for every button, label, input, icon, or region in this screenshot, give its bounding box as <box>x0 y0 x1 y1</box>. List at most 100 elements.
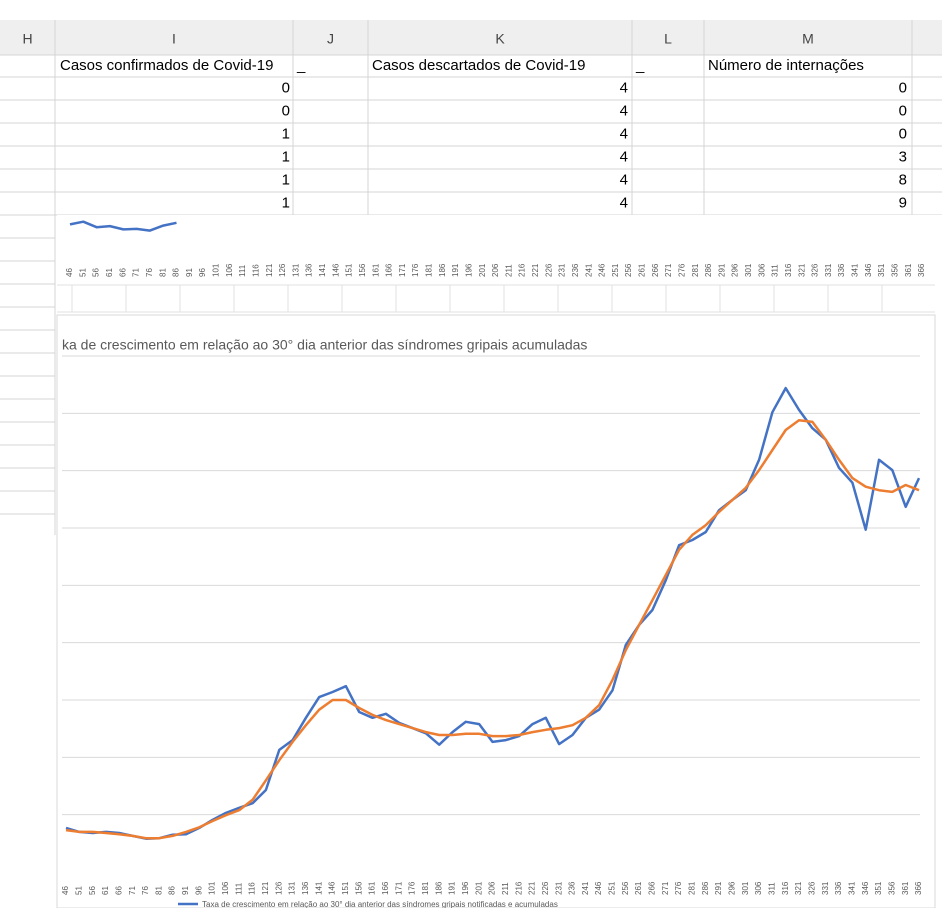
x-tick-label: 266 <box>651 263 660 277</box>
x-tick-label: 326 <box>807 881 816 895</box>
x-tick-label: 101 <box>212 263 221 277</box>
x-tick-label: 246 <box>598 263 607 277</box>
cell-value: 4 <box>620 79 628 96</box>
x-tick-label: 76 <box>141 886 150 895</box>
x-tick-label: 276 <box>674 881 683 895</box>
x-tick-label: 186 <box>438 263 447 277</box>
x-tick-label: 316 <box>781 881 790 895</box>
x-tick-label: 56 <box>92 268 101 277</box>
x-tick-label: 161 <box>371 263 380 277</box>
header-cell: _ <box>635 57 645 74</box>
x-tick-label: 306 <box>757 263 766 277</box>
x-tick-label: 341 <box>847 881 856 895</box>
x-tick-label: 251 <box>611 263 620 277</box>
x-tick-label: 346 <box>861 881 870 895</box>
x-tick-label: 131 <box>288 881 297 895</box>
x-tick-label: 236 <box>571 263 580 277</box>
x-tick-label: 156 <box>354 881 363 895</box>
cell-value: 4 <box>620 148 628 165</box>
x-tick-label: 176 <box>411 263 420 277</box>
x-tick-label: 296 <box>731 263 740 277</box>
x-tick-label: 206 <box>488 881 497 895</box>
x-tick-label: 321 <box>794 881 803 895</box>
x-tick-label: 121 <box>265 263 274 277</box>
x-tick-label: 146 <box>331 263 340 277</box>
x-tick-label: 291 <box>714 881 723 895</box>
column-header: K <box>495 31 505 47</box>
x-tick-label: 321 <box>797 263 806 277</box>
x-tick-label: 61 <box>101 886 110 895</box>
x-tick-label: 351 <box>877 263 886 277</box>
header-cell: Casos descartados de Covid-19 <box>372 57 585 74</box>
x-tick-label: 96 <box>194 886 203 895</box>
x-tick-label: 246 <box>594 881 603 895</box>
x-tick-label: 141 <box>314 881 323 895</box>
x-tick-label: 66 <box>118 268 127 277</box>
x-tick-label: 156 <box>358 263 367 277</box>
x-tick-label: 181 <box>425 263 434 277</box>
cell-value: 1 <box>282 125 290 142</box>
x-tick-label: 326 <box>811 263 820 277</box>
cell-value: 4 <box>620 125 628 142</box>
x-tick-label: 351 <box>874 881 883 895</box>
x-tick-label: 106 <box>221 881 230 895</box>
x-tick-label: 191 <box>448 881 457 895</box>
x-tick-label: 81 <box>154 886 163 895</box>
x-tick-label: 86 <box>172 268 181 277</box>
x-tick-label: 146 <box>328 881 337 895</box>
x-tick-label: 51 <box>74 886 83 895</box>
x-tick-label: 281 <box>688 881 697 895</box>
x-tick-label: 261 <box>634 881 643 895</box>
x-tick-label: 91 <box>185 268 194 277</box>
x-tick-label: 161 <box>368 881 377 895</box>
x-tick-label: 316 <box>784 263 793 277</box>
x-tick-label: 331 <box>824 263 833 277</box>
x-tick-label: 81 <box>158 268 167 277</box>
x-tick-label: 216 <box>518 263 527 277</box>
x-tick-label: 366 <box>914 881 923 895</box>
x-tick-label: 366 <box>917 263 926 277</box>
x-tick-label: 226 <box>541 881 550 895</box>
x-tick-label: 271 <box>664 263 673 277</box>
x-tick-label: 261 <box>638 263 647 277</box>
chart-area <box>56 314 936 908</box>
cell-value: 1 <box>282 148 290 165</box>
x-tick-label: 201 <box>478 263 487 277</box>
x-tick-label: 166 <box>385 263 394 277</box>
x-tick-label: 281 <box>691 263 700 277</box>
header-cell: Número de internações <box>708 57 864 74</box>
x-tick-label: 341 <box>851 263 860 277</box>
x-tick-label: 176 <box>408 881 417 895</box>
legend-label: Taxa de crescimento em relação ao 30° di… <box>202 900 558 908</box>
cell-value: 3 <box>899 148 907 165</box>
x-tick-label: 211 <box>504 264 513 277</box>
x-tick-label: 311 <box>768 882 777 895</box>
cell-value: 0 <box>899 79 907 96</box>
x-tick-label: 221 <box>531 263 540 277</box>
x-tick-label: 231 <box>558 263 567 277</box>
x-tick-label: 106 <box>225 263 234 277</box>
x-tick-label: 206 <box>491 263 500 277</box>
cell-value: 8 <box>899 171 907 188</box>
x-tick-label: 111 <box>238 264 247 277</box>
x-tick-label: 256 <box>621 881 630 895</box>
x-tick-label: 126 <box>278 263 287 277</box>
x-tick-label: 256 <box>624 263 633 277</box>
x-tick-label: 121 <box>261 881 270 895</box>
x-tick-label: 331 <box>821 881 830 895</box>
x-tick-label: 301 <box>741 881 750 895</box>
cell-value: 0 <box>282 102 290 119</box>
column-header: L <box>664 31 672 47</box>
x-tick-label: 136 <box>301 881 310 895</box>
x-tick-label: 276 <box>677 263 686 277</box>
x-tick-label: 196 <box>461 881 470 895</box>
x-tick-label: 171 <box>398 263 407 277</box>
x-tick-label: 66 <box>114 886 123 895</box>
column-header: J <box>327 31 334 47</box>
x-tick-label: 236 <box>568 881 577 895</box>
x-tick-label: 211 <box>501 882 510 895</box>
x-tick-label: 241 <box>584 263 593 277</box>
x-tick-label: 51 <box>78 268 87 277</box>
x-tick-label: 356 <box>887 881 896 895</box>
